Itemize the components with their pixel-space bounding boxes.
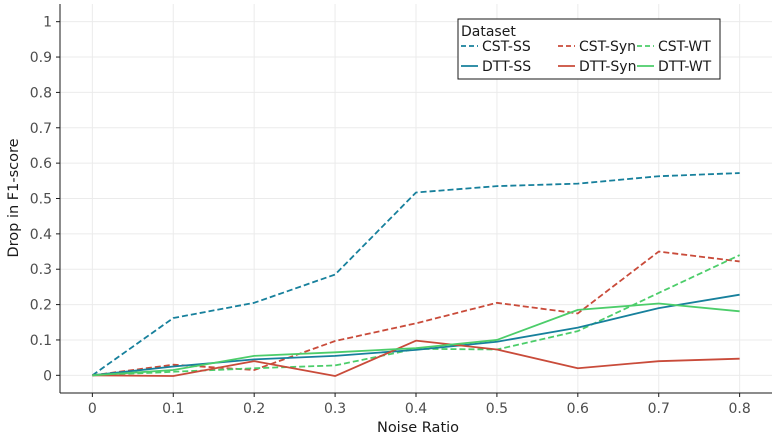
series-lines <box>91 172 741 377</box>
x-tick-label: 0.7 <box>648 401 670 417</box>
legend-item-cst-syn: CST-Syn <box>558 39 636 55</box>
y-tick-label: 0.2 <box>30 298 52 314</box>
y-tick-label: 0.4 <box>30 227 52 243</box>
series-line-cst-syn <box>92 250 740 377</box>
x-tick-label: 0.6 <box>567 401 589 417</box>
legend-label: DTT-Syn <box>579 59 636 75</box>
legend-item-dtt-syn: DTT-Syn <box>558 59 636 75</box>
legend-label: CST-Syn <box>579 39 636 55</box>
legend-label: CST-WT <box>658 39 711 55</box>
x-tick-label: 0.2 <box>243 401 265 417</box>
y-axis-title: Drop in F1-score <box>6 138 22 257</box>
tick-marks: 0 0.1 0.2 0.3 0.4 0.5 0.6 0.7 0.8 0.9 1 0 0.1 0.2 0.3 0… <box>30 15 751 417</box>
series-line-dtt-wt <box>92 302 740 377</box>
legend-label: DTT-SS <box>482 59 531 75</box>
x-tick-label: 0.4 <box>405 401 427 417</box>
grid <box>60 4 772 393</box>
series-line-cst-ss <box>91 172 740 377</box>
y-tick-label: 1 <box>43 15 52 31</box>
legend-item-cst-ss: CST-SS <box>461 39 531 55</box>
y-tick-label: 0.5 <box>30 192 52 208</box>
y-tick-label: 0.8 <box>30 85 52 101</box>
series-line-dtt-ss <box>92 293 740 377</box>
legend-box <box>457 18 721 80</box>
x-tick-label: 0.1 <box>162 401 184 417</box>
series-line-dtt-syn <box>92 339 740 377</box>
legend-item-cst-wt: CST-WT <box>637 39 711 55</box>
x-tick-label: 0.5 <box>486 401 508 417</box>
legend-item-dtt-wt: DTT-WT <box>637 59 712 75</box>
legend-title: Dataset <box>461 24 516 40</box>
x-tick-label: 0.3 <box>324 401 346 417</box>
y-tick-label: 0.7 <box>30 121 52 137</box>
legend-item-dtt-ss: DTT-SS <box>461 59 531 75</box>
x-tick-label: 0.8 <box>729 401 751 417</box>
legend-label: DTT-WT <box>658 59 712 75</box>
y-tick-label: 0.9 <box>30 50 52 66</box>
y-tick-label: 0.1 <box>30 333 52 349</box>
legend: Dataset CST-SS CST-Syn CST-WT DTT-SS DTT-Syn… <box>457 18 721 80</box>
x-tick-label: 0 <box>88 401 97 417</box>
y-tick-label: 0 <box>43 368 52 384</box>
legend-label: CST-SS <box>482 39 531 55</box>
y-tick-label: 0.3 <box>30 262 52 278</box>
y-tick-label: 0.6 <box>30 156 52 172</box>
legend-items: CST-SS CST-Syn CST-WT DTT-SS DTT-Syn DTT-WT <box>461 39 712 75</box>
x-axis-title: Noise Ratio <box>377 420 459 436</box>
